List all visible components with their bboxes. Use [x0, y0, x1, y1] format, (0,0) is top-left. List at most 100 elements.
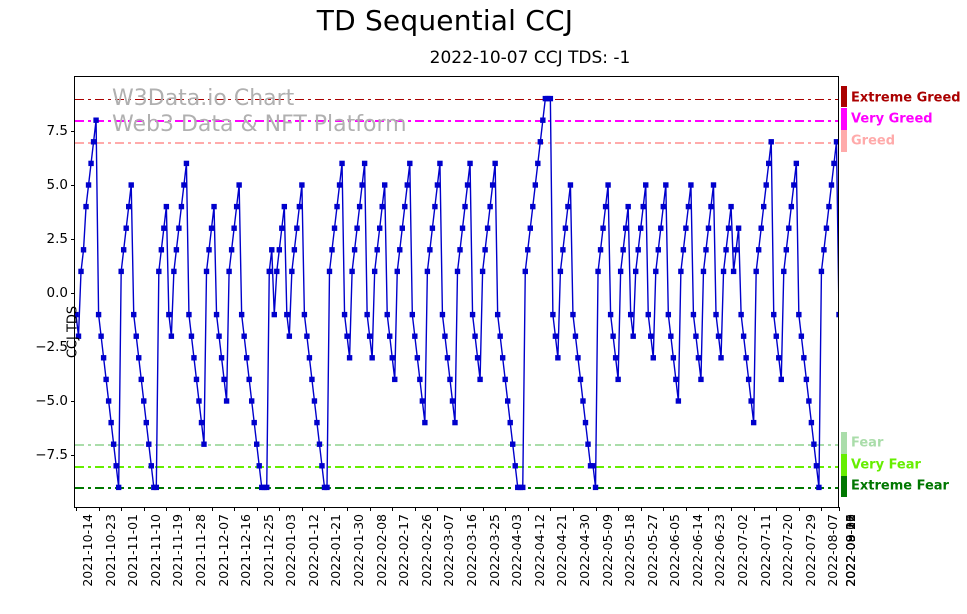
x-tick-mark: [166, 507, 168, 511]
x-tick-label: 2022-06-14: [689, 514, 705, 587]
x-tick-label: 2022-01-03: [283, 514, 299, 587]
x-tick-mark: [188, 507, 190, 511]
y-tick-label: 2.5: [46, 231, 68, 247]
threshold-line-very-fear: [75, 465, 838, 468]
y-tick-mark: [71, 293, 75, 294]
x-tick-label: 2022-09-30: [843, 514, 858, 587]
x-tick-mark: [482, 507, 484, 511]
x-tick-mark: [143, 507, 145, 511]
x-tick-mark: [839, 507, 840, 511]
x-tick-mark: [460, 507, 461, 511]
x-tick-label: 2022-02-08: [373, 514, 389, 587]
x-tick-label: 2021-12-25: [260, 514, 276, 587]
x-tick-mark: [437, 507, 439, 511]
zone-bar-fear: [841, 432, 847, 454]
zone-bar-very-fear: [841, 454, 847, 476]
zone-label-very-greed: Very Greed: [851, 111, 933, 127]
y-tick-label: −5.0: [35, 393, 68, 409]
x-tick-label: 2022-01-21: [328, 514, 344, 587]
x-tick-label: 2022-03-07: [441, 514, 457, 587]
x-tick-mark: [572, 507, 574, 511]
plot-area: CCJ TDS 7.5 5.0 2.5 0.0 −2.5 −5.0 −7.5: [35, 76, 840, 511]
chart-subtitle: 2022-10-07 CCJ TDS: -1: [429, 48, 631, 68]
x-tick-mark: [798, 507, 800, 511]
x-tick-mark: [731, 507, 733, 511]
x-tick-mark: [595, 507, 597, 511]
x-tick-label: 2022-07-02: [735, 514, 751, 587]
page-title: TD Sequential CCJ: [316, 4, 574, 37]
x-tick-label: 2022-07-20: [780, 514, 796, 587]
x-tick-label: 2022-04-30: [576, 514, 592, 587]
x-tick-mark: [347, 507, 349, 511]
x-tick-label: 2022-02-17: [396, 514, 412, 587]
x-tick-mark: [753, 507, 755, 511]
x-tick-mark: [640, 507, 642, 511]
x-tick-label: 2022-01-30: [351, 514, 367, 587]
x-tick-label: 2021-11-28: [192, 514, 208, 587]
zone-bar-extreme-fear: [841, 475, 847, 498]
y-tick-mark: [71, 239, 75, 240]
x-tick-label: 2021-12-07: [215, 514, 231, 587]
zone-bar-very-greed: [841, 108, 847, 130]
x-tick-mark: [324, 507, 326, 511]
x-tick-label: 2022-01-12: [305, 514, 321, 587]
threshold-line-extreme-fear: [75, 487, 838, 490]
y-tick-mark: [71, 401, 75, 402]
x-tick-label: 2022-04-03: [509, 514, 525, 587]
zone-label-greed: Greed: [851, 133, 896, 149]
zone-label-extreme-greed: Extreme Greed: [851, 90, 961, 106]
x-tick-label: 2021-11-10: [147, 514, 163, 587]
x-tick-label: 2022-04-12: [531, 514, 547, 587]
x-tick-label: 2022-06-23: [712, 514, 728, 587]
x-tick-label: 2022-06-05: [667, 514, 683, 587]
x-tick-label: 2022-02-26: [418, 514, 434, 587]
zone-label-very-fear: Very Fear: [851, 457, 921, 473]
x-tick-label: 2022-05-27: [644, 514, 660, 587]
x-tick-mark: [211, 507, 213, 511]
y-tick-label: 7.5: [46, 123, 68, 139]
x-tick-label: 2022-03-25: [486, 514, 502, 587]
x-tick-label: 2022-03-16: [464, 514, 479, 587]
x-tick-mark: [663, 507, 665, 511]
zone-label-fear: Fear: [851, 435, 884, 451]
x-tick-label: 2022-07-29: [802, 514, 818, 587]
x-tick-mark: [279, 507, 281, 511]
x-tick-label: 2022-08-07: [825, 514, 841, 587]
x-tick-mark: [392, 507, 394, 511]
y-tick-mark: [71, 347, 75, 348]
x-tick-mark: [234, 507, 236, 511]
x-tick-mark: [76, 507, 77, 511]
x-tick-mark: [301, 507, 303, 511]
y-tick-label: 0.0: [46, 285, 68, 301]
x-tick-mark: [121, 507, 123, 511]
x-tick-label: 2021-11-01: [125, 514, 141, 587]
x-tick-mark: [618, 507, 620, 511]
x-tick-label: 2022-04-21: [554, 514, 570, 587]
zone-bar-extreme-greed: [841, 85, 847, 108]
x-tick-mark: [708, 507, 710, 511]
y-tick-label: −7.5: [35, 447, 68, 463]
x-tick-mark: [821, 507, 823, 511]
y-tick-mark: [71, 131, 75, 132]
y-tick-label: −2.5: [35, 339, 68, 355]
y-tick-mark: [71, 455, 75, 456]
x-tick-mark: [414, 507, 416, 511]
zone-bar-greed: [841, 130, 847, 152]
x-tick-mark: [550, 507, 552, 511]
x-tick-mark: [256, 507, 258, 511]
x-tick-mark: [98, 507, 100, 511]
threshold-line-greed: [75, 141, 838, 144]
threshold-line-fear: [75, 444, 838, 446]
x-tick-mark: [505, 507, 507, 511]
threshold-line-extreme-greed: [75, 98, 838, 101]
x-tick-mark: [369, 507, 371, 511]
x-tick-label: 2021-11-19: [170, 514, 186, 587]
x-tick-label: 2022-07-11: [757, 514, 773, 587]
threshold-line-very-greed: [75, 120, 838, 122]
x-tick-label: 2021-10-14: [80, 514, 95, 587]
data-series-tds: [75, 95, 838, 491]
x-tick-label: 2021-12-16: [238, 514, 254, 587]
plot-canvas: [75, 77, 838, 507]
x-tick-mark: [685, 507, 687, 511]
